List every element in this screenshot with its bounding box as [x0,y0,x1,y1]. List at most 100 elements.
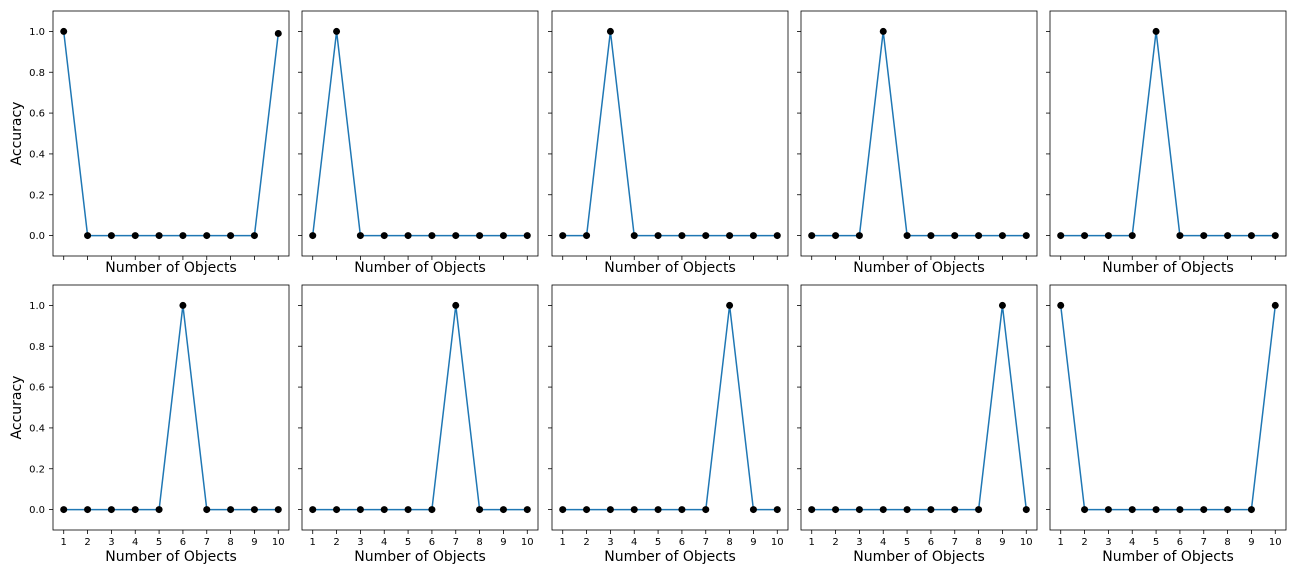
x-tick-label: 7 [952,537,958,548]
data-point [179,232,187,240]
x-tick-label: 6 [679,537,685,548]
x-tick-label: 9 [750,537,756,548]
x-tick-label: 8 [227,537,233,548]
series-line [312,305,528,511]
data-point [333,506,341,514]
y-tick-label: 0.0 [29,505,45,516]
axes-frame [1049,284,1287,531]
x-tick-label: 5 [655,537,661,548]
x-tick-label: 10 [521,537,534,548]
series-line [62,31,280,237]
data-point [855,232,863,240]
axes-frame [551,10,789,257]
data-point [131,232,139,240]
data-point [452,301,460,309]
axes-frame [1049,10,1287,257]
subplot-1: 0.0 0.2 0.4 0.6 0.8 1.0 Number of Objects Accur… [9,10,290,276]
axes-frame [301,284,539,531]
data-point [1057,301,1065,309]
data-point [654,232,662,240]
x-axis-label: Number of Objects [1102,260,1234,276]
y-tick-label: 0.2 [29,464,45,475]
x-tick-label: 5 [904,537,910,548]
y-tick-label: 0.4 [29,423,45,434]
axes-frame [800,284,1038,531]
data-point [1176,506,1184,514]
data-point [773,506,781,514]
data-point [60,27,68,35]
x-tick-label: 6 [1177,537,1183,548]
data-point [84,506,92,514]
x-tick-label: 3 [1105,537,1111,548]
data-point [1152,27,1160,35]
data-point [1247,232,1255,240]
x-tick-label: 6 [429,537,435,548]
data-point [749,506,757,514]
x-tick-label: 2 [84,537,90,548]
data-point [1176,232,1184,240]
x-tick-label: 1 [61,537,67,548]
data-point [203,232,211,240]
data-point [274,29,282,37]
data-point [60,506,68,514]
y-tick-label: 1.0 [29,27,45,38]
data-point [606,27,614,35]
data-point [404,232,412,240]
data-point [998,232,1006,240]
x-tick-label: 2 [832,537,838,548]
x-tick-label: 2 [333,537,339,548]
data-point [107,506,115,514]
data-point [726,301,734,309]
data-point [523,506,531,514]
x-tick-label: 4 [880,537,886,548]
subplot-10: 1 2 3 4 5 6 7 8 9 10 Number of Objects [1046,284,1287,565]
x-tick-label: 8 [726,537,732,548]
axes-frame [301,10,539,257]
data-point [274,506,282,514]
axes-frame [551,284,789,531]
x-tick-label: 2 [1081,537,1087,548]
x-tick-label: 6 [928,537,934,548]
x-tick-label: 5 [156,537,162,548]
series-line [1060,31,1276,237]
data-point [356,232,364,240]
data-point [227,506,235,514]
x-tick-label: 9 [999,537,1005,548]
x-tick-label: 7 [703,537,709,548]
x-tick-label: 9 [251,537,257,548]
data-point [879,506,887,514]
data-point [702,506,710,514]
data-point [927,506,935,514]
data-point [309,506,317,514]
y-axis-label: Accuracy [9,102,25,166]
data-point [1081,506,1089,514]
data-point [476,232,484,240]
x-tick-label: 1 [310,537,316,548]
x-axis-label: Number of Objects [105,549,237,565]
x-tick-label: 7 [204,537,210,548]
data-point [855,506,863,514]
subplot-7: 1 2 3 4 5 6 7 8 9 10 Number of Objects [298,284,539,565]
x-axis-label: Number of Objects [604,549,736,565]
x-tick-label: 2 [583,537,589,548]
x-axis-label: Number of Objects [853,260,985,276]
data-point [333,27,341,35]
data-point [452,232,460,240]
data-point [927,232,935,240]
x-tick-label: 3 [108,537,114,548]
data-point [1152,506,1160,514]
subplot-6: 0.0 0.2 0.4 0.6 0.8 1.0 1 2 3 4 5 6 7 8 9 10 Number of O… [9,284,290,565]
data-point [975,232,983,240]
data-point [975,506,983,514]
data-point [380,232,388,240]
y-tick-label: 0.8 [29,68,45,79]
x-axis-label: Number of Objects [853,549,985,565]
data-point [1128,506,1136,514]
subplot-9: 1 2 3 4 5 6 7 8 9 10 Number of Objects [797,284,1038,565]
x-axis-label: Number of Objects [105,260,237,276]
data-point [227,232,235,240]
x-tick-label: 8 [975,537,981,548]
y-tick-label: 0.8 [29,342,45,353]
x-tick-label: 1 [560,537,566,548]
